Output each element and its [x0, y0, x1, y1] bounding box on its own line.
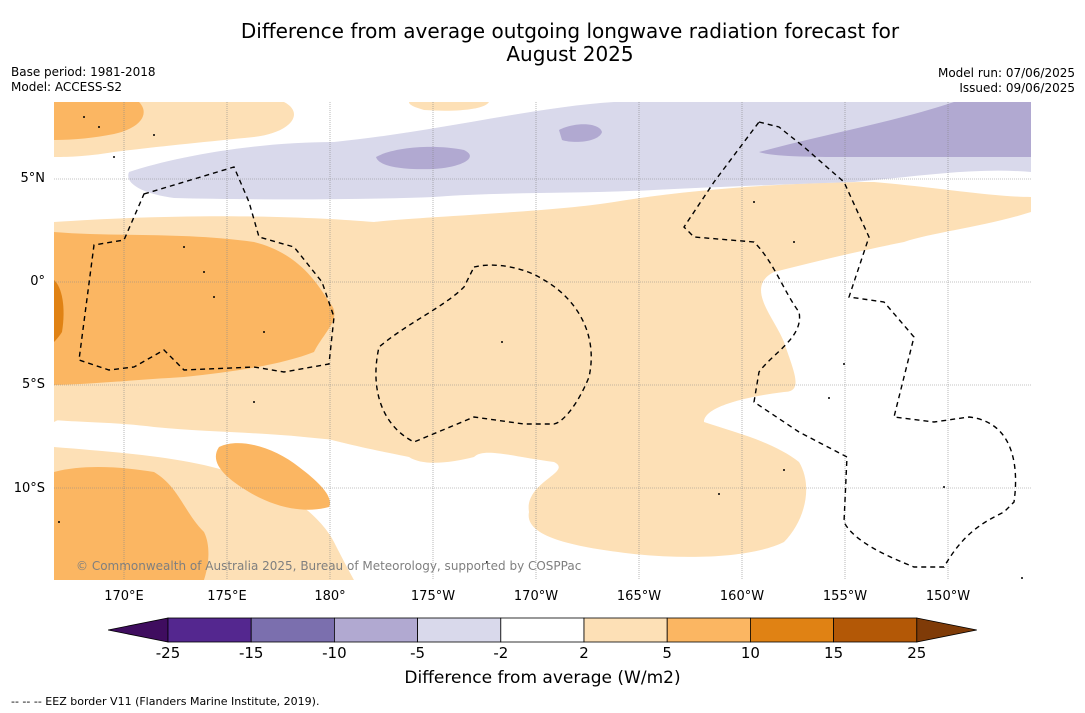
map-region-purple-center: [376, 146, 470, 170]
colorbar-over-arrow: [916, 617, 977, 643]
colorbar-bin: [250, 617, 335, 643]
colorbar-tick-label: 15: [824, 644, 844, 662]
map-region-light-purple: [128, 102, 1031, 200]
lon-label-180: 180°: [314, 589, 346, 604]
model-run-date: Model run: 07/06/2025: [937, 66, 1075, 80]
issued-date: Issued: 09/06/2025: [959, 81, 1075, 95]
map-region-purple-east: [759, 102, 1031, 157]
base-period: Base period: 1981-2018: [11, 65, 156, 79]
graticule: [54, 102, 1031, 580]
lon-label-175e: 175°E: [207, 589, 247, 604]
island-specks: [58, 116, 1023, 579]
map-title: Difference from average outgoing longwav…: [0, 20, 1085, 66]
model-name: Model: ACCESS-S2: [11, 80, 123, 94]
eez-borders: [78, 121, 1017, 568]
colorbar-tick-label: 10: [740, 644, 760, 662]
colorbar-bin: [417, 617, 502, 643]
colorbar-tick-label: -2: [493, 644, 509, 662]
colorbar-tick-label: 5: [662, 644, 672, 662]
copyright-notice: © Commonwealth of Australia 2025, Bureau…: [76, 559, 582, 573]
colorbar-tick-label: -25: [155, 644, 181, 662]
map-region-orange-top-left: [54, 102, 144, 140]
colorbar-bin: [583, 617, 668, 643]
lon-label-165w: 165°W: [616, 589, 662, 604]
colorbar-bin: [666, 617, 751, 643]
colorbar-bin: [833, 617, 918, 643]
colorbar-label: Difference from average (W/m2): [404, 668, 681, 688]
colorbar-bin: [333, 617, 418, 643]
title-line-1: Difference from average outgoing longwav…: [240, 19, 900, 43]
lat-label-5s: 5°S: [21, 377, 45, 392]
map-region-light-orange-mid: [54, 392, 485, 445]
map-region-orange-south-center: [215, 443, 330, 510]
lon-label-155w: 155°W: [822, 589, 868, 604]
lon-label-160w: 160°W: [719, 589, 765, 604]
colorbar-tick-label: -15: [238, 644, 264, 662]
eez-footnote: -- -- -- EEZ border V11 (Flanders Marine…: [11, 695, 320, 708]
lat-label-0: 0°: [30, 274, 45, 289]
map-region-purple-small: [559, 124, 602, 142]
title-line-2: August 2025: [506, 42, 634, 66]
colorbar-tick-label: -10: [322, 644, 347, 662]
lon-label-175w: 175°W: [410, 589, 456, 604]
lon-label-170w: 170°W: [513, 589, 559, 604]
colorbar-tick-label: 2: [579, 644, 589, 662]
colorbar-bin: [500, 617, 585, 643]
colorbar-tick-label: -5: [410, 644, 426, 662]
run-info: Model run: 07/06/2025 Issued: 09/06/2025: [938, 66, 1075, 96]
lat-label-5n: 5°N: [20, 171, 46, 186]
map-region-orange-south-west: [54, 467, 209, 580]
colorbar-bin: [750, 617, 835, 643]
colorbar-bin: [167, 617, 252, 643]
lon-label-150w: 150°W: [925, 589, 971, 604]
anomaly-map: [54, 102, 1031, 580]
map-region-dark-orange: [54, 280, 64, 342]
lat-label-10s: 10°S: [13, 481, 45, 496]
map-region-light-orange-top-center: [409, 102, 489, 111]
colorbar-under-arrow: [108, 617, 169, 643]
base-info: Base period: 1981-2018 Model: ACCESS-S2: [11, 65, 156, 95]
colorbar-tick-label: 25: [907, 644, 927, 662]
lon-label-170e: 170°E: [104, 589, 144, 604]
colorbar: [108, 617, 977, 643]
